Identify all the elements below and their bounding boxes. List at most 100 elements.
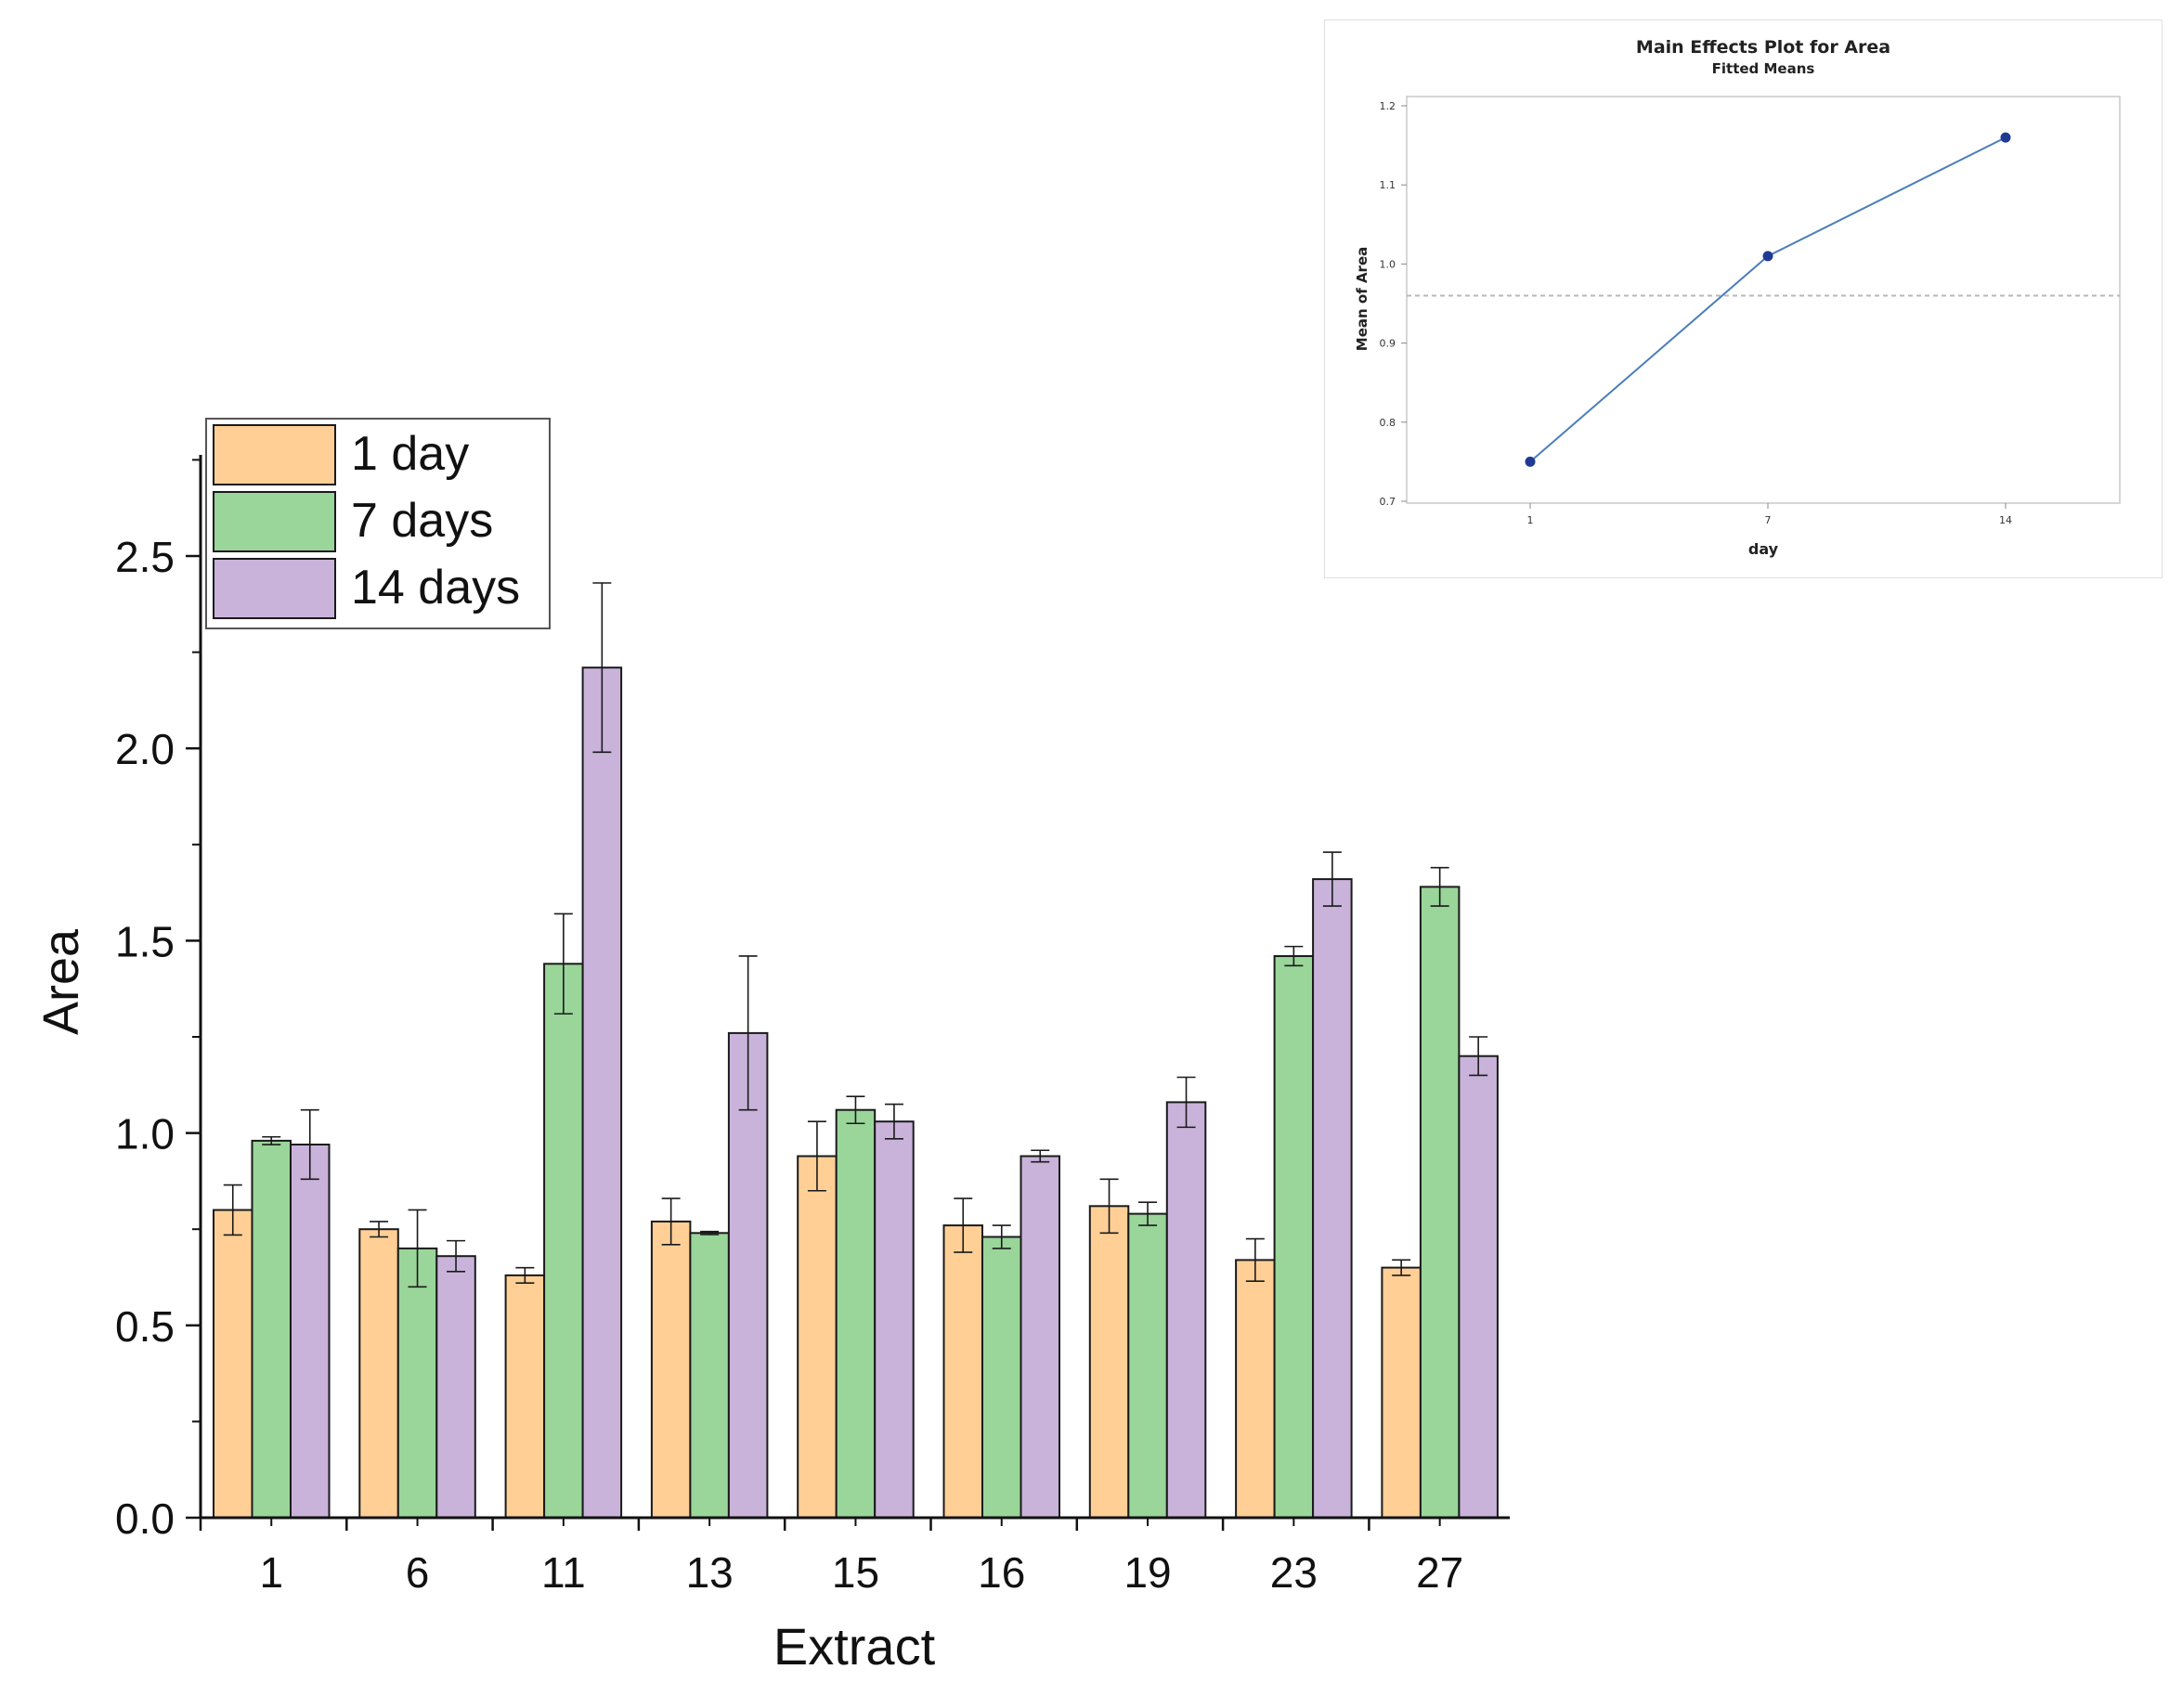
legend-swatch	[213, 558, 336, 619]
inset-plot-frame	[1406, 96, 2121, 504]
error-bar-1-day-extract-23	[1245, 1237, 1265, 1282]
bar-14-days-extract-11	[581, 666, 623, 1519]
x-tick-label: 23	[1270, 1548, 1318, 1597]
legend-swatch	[213, 491, 336, 552]
x-tick-label: 13	[686, 1548, 734, 1597]
error-bar-1-day-extract-16	[954, 1197, 973, 1253]
inset-title: Main Effects Plot for Area	[1636, 37, 1890, 58]
y-axis-title: Area	[33, 928, 89, 1035]
inset-x-tick-label: 1	[1527, 514, 1534, 526]
inset-point-day-7	[1762, 251, 1773, 262]
error-bar-14-days-extract-23	[1322, 851, 1342, 907]
inset-series-group	[1407, 132, 2120, 467]
error-bar-14-days-extract-16	[1031, 1149, 1050, 1163]
bar-7-days-extract-19	[1127, 1212, 1168, 1519]
bar-1-day-extract-16	[942, 1224, 983, 1519]
inset-x-tick-label: 14	[1999, 514, 2012, 526]
x-tick-label: 16	[978, 1548, 1025, 1597]
legend-item-1-day: 1 day	[213, 424, 469, 485]
legend-label: 7 days	[351, 494, 493, 548]
error-bar-14-days-extract-15	[884, 1103, 903, 1140]
x-tick-label: 1	[259, 1548, 283, 1597]
error-bar-14-days-extract-1	[300, 1108, 319, 1181]
bar-7-days-extract-15	[835, 1108, 877, 1519]
bar-14-days-extract-1	[290, 1144, 331, 1519]
bar-1-day-extract-23	[1235, 1259, 1276, 1520]
inset-main-effects-panel: Main Effects Plot for Area Fitted Means …	[1324, 19, 2163, 578]
bar-1-day-extract-6	[358, 1228, 399, 1519]
error-bar-7-days-extract-15	[846, 1095, 865, 1125]
inset-y-tick-label: 0.9	[1380, 338, 1396, 350]
legend-item-7-days: 7 days	[213, 491, 493, 552]
inset-y-tick-label: 1.1	[1380, 179, 1396, 191]
error-bar-1-day-extract-27	[1392, 1259, 1411, 1276]
bar-14-days-extract-16	[1020, 1155, 1060, 1519]
error-bar-1-day-extract-11	[515, 1266, 535, 1285]
error-bar-14-days-extract-13	[738, 955, 758, 1111]
bar-1-day-extract-13	[650, 1220, 692, 1520]
error-bar-7-days-extract-1	[262, 1135, 281, 1145]
error-bar-7-days-extract-27	[1430, 866, 1449, 907]
bar-14-days-extract-6	[435, 1255, 476, 1519]
axes-group: 0.00.51.01.52.02.51 6 11 13 15 16 19 23 27	[115, 455, 1510, 1597]
x-tick-label: 11	[541, 1548, 586, 1597]
error-bar-7-days-extract-13	[700, 1230, 720, 1236]
bar-14-days-extract-19	[1165, 1101, 1207, 1520]
inset-x-tick-label: 7	[1765, 514, 1772, 526]
bar-1-day-extract-15	[797, 1155, 838, 1519]
bars-group	[213, 666, 1499, 1520]
bar-14-days-extract-23	[1312, 878, 1353, 1519]
x-axis-title: Extract	[773, 1617, 936, 1676]
bar-7-days-extract-1	[251, 1139, 292, 1520]
inset-y-tick-label: 1.2	[1380, 100, 1396, 112]
legend-item-14-days: 14 days	[213, 558, 520, 619]
bar-1-day-extract-19	[1088, 1205, 1130, 1520]
error-bar-14-days-extract-19	[1176, 1076, 1196, 1129]
error-bar-7-days-extract-11	[553, 912, 573, 1015]
error-bar-14-days-extract-27	[1469, 1036, 1488, 1077]
error-bar-7-days-extract-6	[408, 1209, 427, 1288]
bar-1-day-extract-11	[504, 1274, 546, 1520]
inset-y-tick-label: 0.8	[1380, 417, 1396, 429]
y-tick-label: 0.0	[115, 1494, 175, 1543]
error-bar-7-days-extract-23	[1284, 945, 1304, 967]
inset-point-day-1	[1525, 456, 1536, 467]
error-bar-14-days-extract-11	[592, 582, 612, 754]
bar-14-days-extract-13	[727, 1031, 769, 1519]
bar-1-day-extract-1	[213, 1209, 253, 1519]
legend: 1 day 7 days 14 days	[205, 418, 551, 629]
main-bar-chart: 0.00.51.01.52.02.51 6 11 13 15 16 19 23 27 Extra…	[33, 418, 1510, 1676]
x-tick-label: 6	[406, 1548, 430, 1597]
bar-14-days-extract-15	[874, 1120, 915, 1519]
error-bar-1-day-extract-13	[661, 1197, 681, 1246]
bar-7-days-extract-6	[396, 1247, 438, 1520]
x-tick-label: 15	[832, 1548, 879, 1597]
error-bar-1-day-extract-1	[223, 1184, 242, 1236]
error-bar-1-day-extract-19	[1099, 1178, 1119, 1235]
y-tick-label: 2.0	[115, 725, 175, 773]
main-effects-line-chart: Main Effects Plot for Area Fitted Means …	[1354, 37, 2121, 558]
bar-7-days-extract-16	[981, 1236, 1022, 1519]
inset-y-tick-label: 0.7	[1380, 496, 1396, 508]
y-tick-label: 0.5	[115, 1302, 175, 1351]
x-tick-label: 27	[1416, 1548, 1463, 1597]
bar-7-days-extract-13	[689, 1232, 730, 1520]
legend-label: 1 day	[351, 427, 469, 481]
inset-axes-group: 0.7 0.8 0.9 1.0 1.1 1.2 1 7 14	[1380, 100, 2013, 526]
y-tick-label: 1.5	[115, 917, 175, 965]
inset-y-tick-label: 1.0	[1380, 258, 1396, 270]
error-bar-1-day-extract-6	[370, 1221, 389, 1238]
x-tick-label: 19	[1123, 1548, 1171, 1597]
inset-x-axis-title: day	[1748, 540, 1779, 558]
error-bar-14-days-extract-6	[447, 1239, 466, 1273]
bar-14-days-extract-27	[1458, 1055, 1499, 1519]
inset-subtitle: Fitted Means	[1712, 60, 1815, 77]
error-bar-7-days-extract-16	[992, 1224, 1011, 1249]
bar-7-days-extract-23	[1273, 955, 1315, 1519]
y-tick-label: 1.0	[115, 1110, 175, 1158]
error-bar-1-day-extract-15	[807, 1120, 826, 1192]
inset-point-day-14	[2000, 132, 2011, 143]
bar-7-days-extract-27	[1419, 886, 1461, 1519]
y-tick-label: 2.5	[115, 533, 175, 581]
bar-7-days-extract-11	[543, 963, 584, 1520]
